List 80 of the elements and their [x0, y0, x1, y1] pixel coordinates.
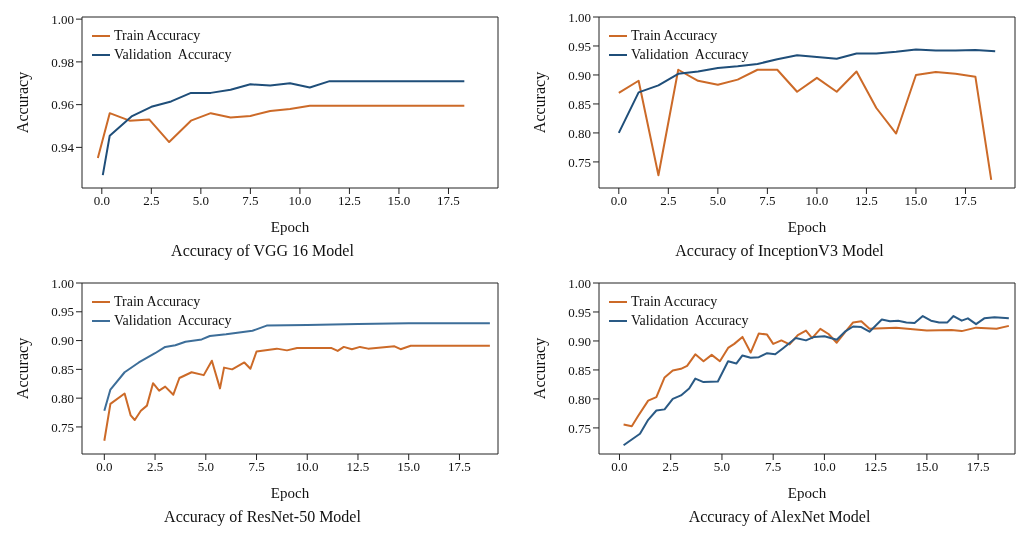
x-tick-label: 5.0 [713, 459, 731, 475]
x-tick-label: 17.5 [954, 193, 977, 209]
x-tick-label: 15.0 [387, 193, 411, 209]
y-tick-label: 1.00 [568, 275, 591, 291]
line-series [101, 80, 466, 177]
legend-label: Train Accuracy [631, 27, 718, 45]
x-tick-label: 10.0 [288, 193, 312, 209]
y-tick-label: 0.96 [51, 97, 75, 113]
y-tick-label: 1.00 [51, 275, 74, 291]
y-tick-label: 0.94 [51, 140, 75, 155]
y-tick-label: 0.80 [51, 390, 74, 406]
y-tick-label: 1.00 [568, 9, 591, 25]
x-tick-label: 15.0 [915, 459, 939, 475]
legend-label: Train Accuracy [631, 293, 718, 311]
x-tick-label: 0.0 [611, 459, 628, 475]
x-tick-label: 10.0 [805, 193, 829, 209]
line-series [617, 68, 993, 181]
legend-label: Validation Accuracy [114, 312, 232, 330]
x-tick-label: 17.5 [448, 459, 471, 475]
text: Accuracy of VGG 16 Model [170, 242, 355, 260]
y-tick-label: 0.80 [568, 125, 591, 141]
x-tick-label: 12.5 [855, 193, 878, 209]
legend-label: Validation Accuracy [114, 46, 232, 64]
x-axis-title: Epoch [270, 485, 310, 501]
x-tick-label: 0.0 [93, 193, 110, 209]
x-tick-label: 17.5 [437, 193, 460, 209]
y-tick-label: 0.85 [51, 361, 74, 377]
x-tick-label: 15.0 [904, 193, 928, 209]
y-tick-label: 0.85 [568, 362, 591, 378]
line-series [617, 48, 997, 134]
x-tick-label: 12.5 [346, 459, 370, 475]
line-series [622, 315, 1010, 447]
y-tick-label: 0.75 [51, 419, 74, 435]
y-tick-label: 0.90 [568, 67, 591, 83]
y-tick-label: 0.98 [51, 54, 74, 70]
line-series [103, 344, 491, 442]
y-tick-label: 0.80 [568, 391, 591, 407]
x-axis-title: Epoch [270, 219, 310, 235]
x-tick-label: 15.0 [397, 459, 421, 475]
x-tick-label: 2.5 [143, 193, 160, 209]
x-axis-title: Epoch [787, 485, 827, 501]
legend-label: Train Accuracy [114, 293, 201, 311]
legend-label: Train Accuracy [114, 27, 201, 45]
x-tick-label: 2.5 [662, 459, 679, 475]
y-axis-title: Accuracy [530, 71, 549, 134]
y-tick-label: 0.95 [51, 304, 74, 320]
text: Accuracy of AlexNet Model [687, 508, 872, 526]
x-tick-label: 0.0 [96, 459, 113, 475]
x-tick-label: 7.5 [759, 193, 776, 209]
x-tick-label: 7.5 [248, 459, 265, 475]
y-tick-label: 0.85 [568, 96, 591, 112]
y-tick-label: 0.75 [568, 154, 591, 170]
y-tick-label: 0.90 [51, 333, 74, 349]
legend-label: Validation Accuracy [631, 46, 749, 64]
x-tick-label: 5.0 [192, 193, 209, 209]
text: Accuracy of ResNet-50 Model [163, 508, 362, 526]
y-tick-label: 0.95 [568, 38, 591, 54]
y-tick-label: 0.90 [568, 333, 591, 349]
y-axis-title: Accuracy [13, 71, 32, 134]
x-tick-label: 0.0 [610, 193, 627, 209]
x-tick-label: 17.5 [966, 459, 990, 475]
x-tick-label: 12.5 [864, 459, 888, 475]
x-tick-label: 5.0 [197, 459, 214, 475]
x-tick-label: 10.0 [813, 459, 836, 475]
x-tick-label: 12.5 [338, 193, 361, 209]
y-tick-label: 1.00 [51, 11, 74, 27]
x-tick-label: 2.5 [146, 459, 164, 475]
line-series [96, 104, 466, 160]
y-axis-title: Accuracy [13, 337, 32, 400]
x-tick-label: 5.0 [709, 193, 726, 209]
x-tick-label: 10.0 [295, 459, 319, 475]
y-tick-label: 0.95 [568, 304, 591, 320]
y-tick-label: 0.75 [568, 420, 591, 436]
text: Accuracy of InceptionV3 Model [674, 242, 885, 260]
legend-label: Validation Accuracy [631, 312, 749, 330]
x-tick-label: 2.5 [660, 193, 677, 209]
x-tick-label: 7.5 [765, 459, 782, 475]
x-tick-label: 7.5 [242, 193, 259, 209]
x-axis-title: Epoch [787, 219, 827, 235]
y-axis-title: Accuracy [530, 337, 549, 400]
